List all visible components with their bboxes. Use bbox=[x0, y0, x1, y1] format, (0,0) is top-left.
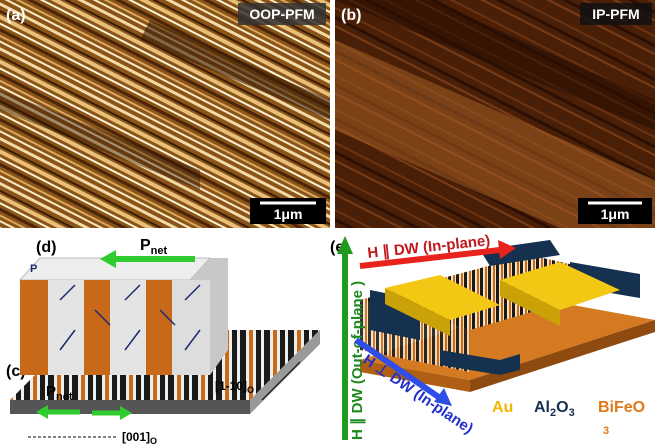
al2o3 bbox=[440, 350, 520, 375]
p-net-label: Pnet bbox=[140, 237, 168, 257]
domain bbox=[335, 40, 655, 228]
axis-label: [001]O bbox=[122, 430, 157, 446]
material-label: Al2O3 bbox=[534, 399, 575, 419]
panel-d: (d) P Pnet bbox=[18, 237, 228, 375]
arrow-head bbox=[498, 240, 516, 259]
block-side bbox=[190, 258, 228, 375]
mode-label: OOP-PFM bbox=[249, 6, 314, 22]
arrow-head bbox=[100, 250, 116, 268]
stripe bbox=[172, 280, 210, 375]
film-side bbox=[250, 330, 320, 414]
base-side bbox=[470, 320, 655, 392]
arrow-head bbox=[337, 236, 353, 254]
mode-box bbox=[580, 3, 652, 25]
stripe bbox=[146, 280, 172, 375]
mode-box bbox=[238, 3, 326, 25]
stripe bbox=[110, 280, 146, 375]
au-pad-side bbox=[500, 280, 560, 326]
arrow bbox=[354, 337, 442, 401]
au-pad bbox=[385, 275, 500, 320]
panel-label: (a) bbox=[6, 7, 26, 24]
p-net-label: Pnet bbox=[46, 383, 73, 403]
stripe bbox=[84, 280, 110, 375]
al2o3 bbox=[480, 240, 560, 266]
p-label: P bbox=[30, 263, 37, 275]
axis-label: [1-10]O bbox=[215, 379, 254, 395]
domain bbox=[0, 90, 200, 190]
dipoles bbox=[59, 284, 201, 351]
arrow-head bbox=[120, 406, 132, 420]
axis-line bbox=[261, 361, 301, 401]
scale-label: 1μm bbox=[274, 206, 303, 222]
panel-label: (b) bbox=[341, 7, 361, 24]
domain bbox=[335, 0, 655, 130]
au-pad bbox=[500, 262, 620, 310]
stripe bbox=[20, 280, 48, 375]
panel-b: (b) IP-PFM 1μm bbox=[335, 0, 655, 228]
panel-label: (d) bbox=[36, 239, 56, 256]
au-pad-side bbox=[385, 288, 450, 336]
arrow-head bbox=[434, 388, 452, 406]
base-front bbox=[360, 360, 470, 392]
mode-label: IP-PFM bbox=[592, 6, 639, 22]
arrow-head bbox=[36, 405, 48, 419]
field-outofplane: H ∥ DW (Out-of-plane ) bbox=[349, 281, 366, 440]
stripe bbox=[48, 280, 84, 375]
panel-a: (a) OOP-PFM 1μm bbox=[0, 0, 330, 228]
panel-e: (e) H ∥ DW (In-plane) H ∥ DW (Out-of-pla… bbox=[330, 232, 655, 440]
domain bbox=[140, 20, 330, 120]
scale-label: 1μm bbox=[601, 206, 630, 222]
material-label: BiFeO 3 bbox=[598, 399, 645, 437]
material-label: Au bbox=[492, 399, 513, 416]
arrow bbox=[359, 247, 501, 269]
